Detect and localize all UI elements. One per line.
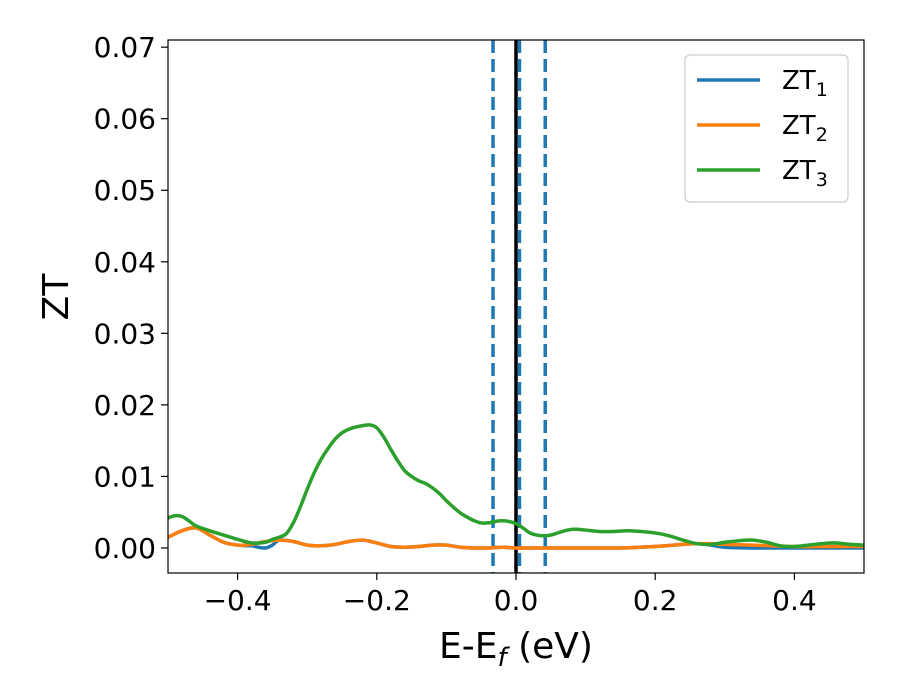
ytick-label: 0.05 — [94, 174, 156, 207]
y-axis-title: ZT — [36, 273, 77, 321]
ytick-label: 0.07 — [94, 31, 156, 64]
legend-label-zt3: ZT3 — [782, 156, 828, 191]
plot-area — [168, 40, 864, 573]
legend-label-zt2: ZT2 — [782, 111, 828, 146]
legend-box — [684, 54, 849, 203]
reference-lines — [491, 40, 547, 573]
series-lines — [168, 423, 864, 550]
xtick-labels: −0.4 −0.2 0.0 0.2 0.4 — [204, 584, 817, 617]
ytick-label: 0.03 — [94, 317, 156, 350]
ticks — [161, 46, 796, 580]
xtick-label: −0.2 — [343, 584, 411, 617]
xtick-label: 0.0 — [494, 584, 539, 617]
series-line-zt3 — [168, 423, 864, 549]
ytick-label: 0.02 — [94, 389, 156, 422]
x-axis-title-suffix: (eV) — [507, 626, 593, 667]
xtick-label: 0.2 — [633, 584, 678, 617]
xtick-label: 0.4 — [772, 584, 817, 617]
ytick-label: 0.00 — [94, 532, 156, 565]
xtick-label: −0.4 — [204, 584, 272, 617]
x-axis-title-main: E-E — [439, 626, 497, 667]
x-axis-title: E-Ef (eV) — [439, 626, 593, 673]
legend: ZT1 ZT2 ZT3 — [684, 54, 849, 203]
ytick-label: 0.06 — [94, 103, 156, 136]
ytick-labels: 0.00 0.01 0.02 0.03 0.04 0.05 0.06 0.07 — [94, 31, 156, 565]
legend-label-zt1: ZT1 — [782, 66, 828, 101]
ytick-label: 0.04 — [94, 246, 156, 279]
ytick-label: 0.01 — [94, 460, 156, 493]
